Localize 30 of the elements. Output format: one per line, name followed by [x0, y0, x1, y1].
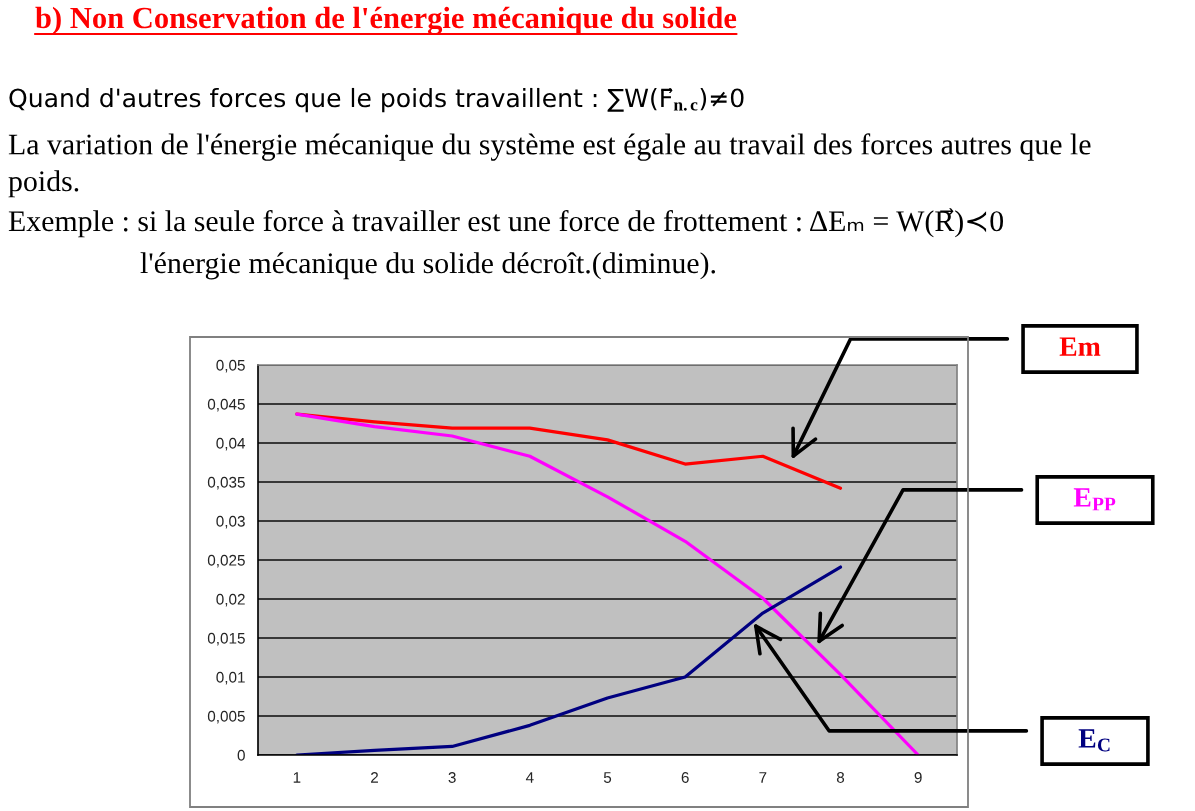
y-tick-label: 0	[237, 749, 245, 761]
text: Quand d'autres forces que le poids travaillent : ∑W(F⃗$_{n.c}$)≠0	[9, 87, 744, 113]
y-tick-label: 0,015	[207, 632, 245, 646]
x-tick-label: 8	[836, 772, 845, 783]
line-series	[295, 565, 843, 755]
y-tick-label: 0,02	[216, 593, 245, 607]
y-tick-label: 0,03	[216, 515, 245, 529]
x-tick-label: 9	[914, 772, 922, 783]
y-tick-label: 0,045	[207, 398, 245, 412]
text: Em	[1059, 337, 1101, 356]
line-series	[295, 412, 920, 755]
x-tick-label: 4	[525, 772, 534, 783]
text: l'énergie mécanique du solide décroît.(diminue).	[140, 252, 716, 280]
y-tick-label: 0,05	[216, 359, 245, 373]
chart-title: b) Non Conservation de l'énergie mécanique du solide	[35, 6, 737, 35]
y-tick-label: 0,04	[216, 437, 246, 451]
x-tick-label: 6	[681, 772, 689, 783]
text: La variation de l'énergie mécanique du système est égale au travail des forces autres que le poids.	[8, 133, 1091, 198]
x-tick-label: 7	[759, 772, 767, 783]
x-tick-label: 2	[371, 772, 378, 783]
y-tick-label: 0,005	[207, 710, 245, 724]
text: Exemple : si la seule force à travailler est une force de frottement : ΔEₘ = W(R⃗)≺0	[8, 208, 1004, 238]
text: E$_{PP}$	[1073, 488, 1116, 511]
x-tick-label: 3	[448, 772, 456, 783]
y-tick-label: 0,025	[207, 554, 245, 568]
x-tick-label: 5	[603, 772, 612, 783]
x-tick-label: 1	[293, 772, 301, 783]
text: E$_{C}$	[1078, 729, 1110, 752]
y-tick-label: 0,01	[216, 671, 245, 685]
y-tick-label: 0,035	[207, 476, 245, 490]
